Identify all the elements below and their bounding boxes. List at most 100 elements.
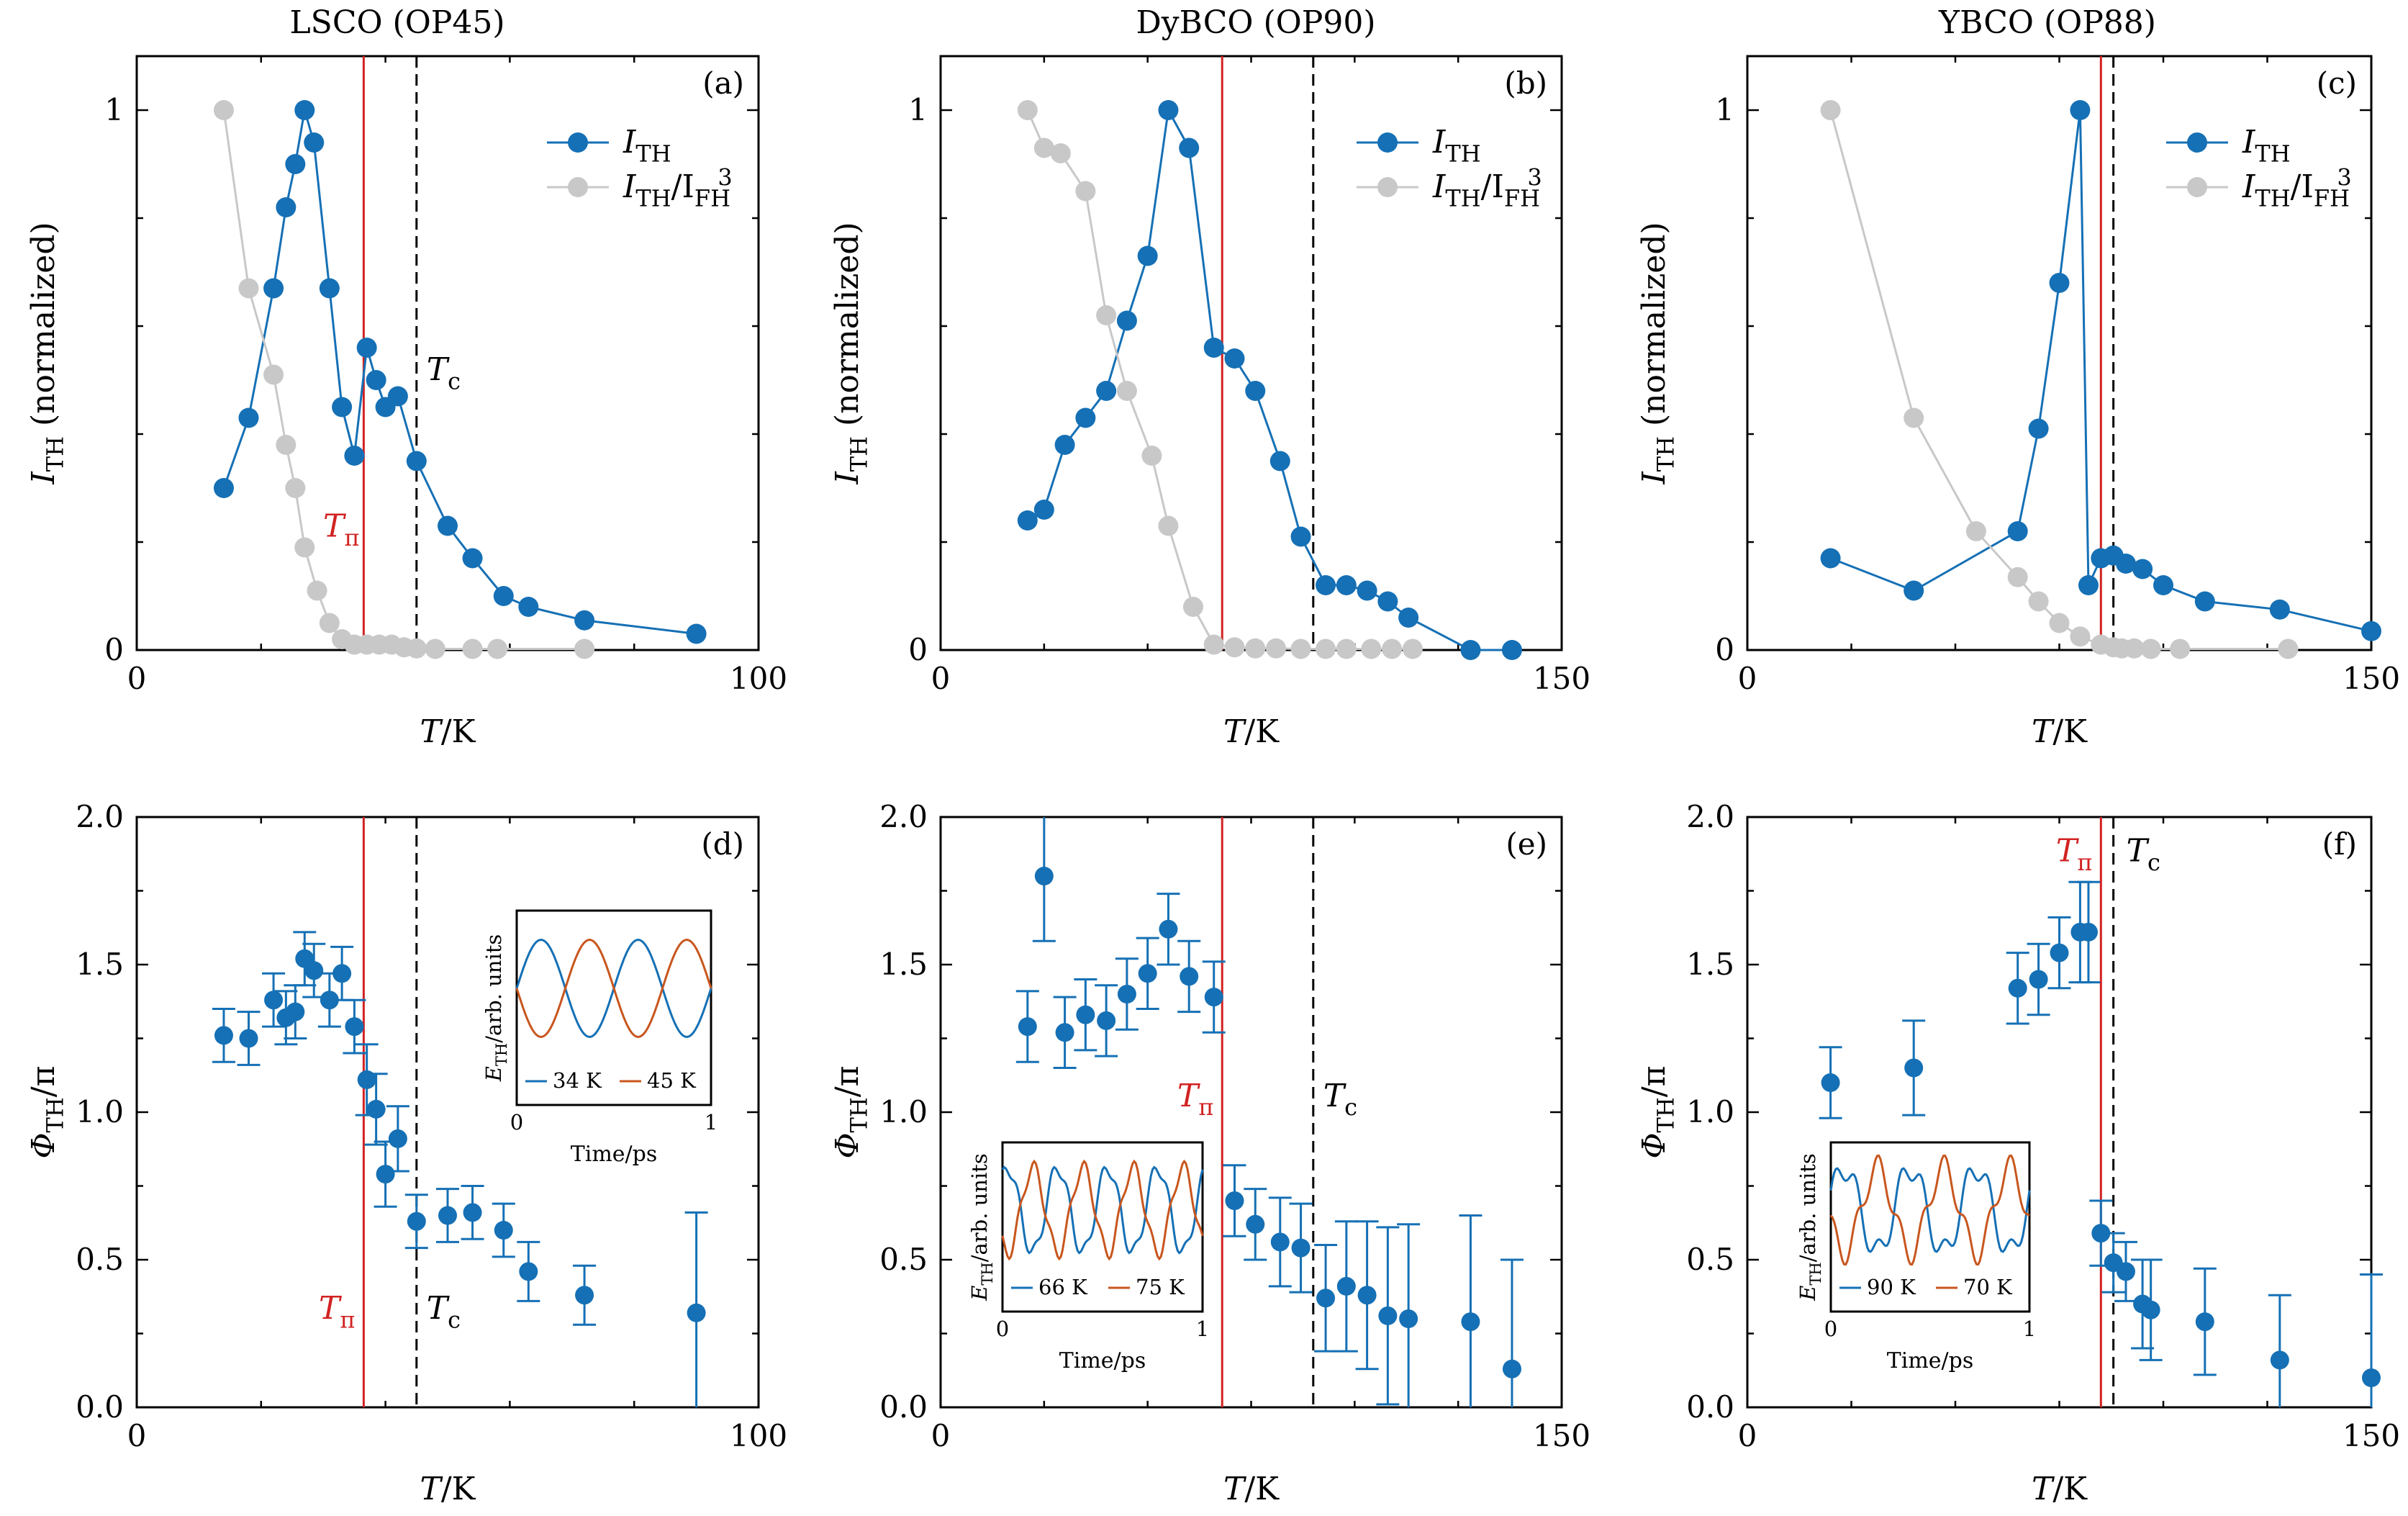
y-tick-label: 0.0 [1686,1389,1734,1425]
data-point [438,515,458,536]
inset-x-tick-label: 1 [705,1110,718,1134]
column-title-lsco: LSCO (OP45) [289,4,504,41]
data-point [1904,1058,1924,1078]
y-tick-label: 0.5 [1686,1242,1734,1277]
data-point [214,1026,233,1045]
x-tick-label: 150 [2343,661,2400,696]
data-point [438,1206,457,1225]
data-point [1820,100,1841,120]
panel-label: (c) [2317,66,2357,101]
legend: ITH​ITH/IFH3​ [547,124,733,212]
data-point [1382,639,1403,659]
data-point [575,1286,594,1305]
data-point [1316,639,1336,659]
y-tick-label: 0 [104,632,124,667]
panel-a: 0 100 0 1 T/K ITH (normalized) (a) Tπ​ Tc​ ITH​IT… [25,55,787,750]
data-point [1055,1023,1074,1042]
data-point [294,100,315,120]
tc-label: Tc​ [2127,833,2160,876]
data-point [687,1303,706,1322]
data-point [406,638,427,659]
series-primary [1820,100,2381,641]
data-point [462,639,483,659]
data-point [1224,637,1245,658]
series-primary [1819,880,2383,1407]
data-point [1269,451,1290,472]
panel-c: 0 150 0 1 T/K ITH (normalized) (c) ITH​ITH/IFH3… [1636,55,2400,750]
inset-legend-label: 34 K [553,1068,602,1093]
x-axis-label: T/K [1223,713,1280,750]
y-tick-label: 1.5 [1686,947,1734,982]
data-point [1096,305,1117,325]
data-point [2170,639,2191,659]
data-point [263,278,284,299]
x-tick-label: 0 [127,661,147,696]
data-point [574,639,595,659]
y-tick-label: 0.5 [76,1242,124,1277]
data-point [213,100,234,120]
data-point [1158,515,1179,536]
data-point [276,197,297,217]
y-tick-label: 1 [908,92,928,127]
data-point [1076,1005,1095,1024]
y-tick-label: 1.0 [76,1094,124,1129]
data-point [2141,1300,2160,1319]
data-point [1904,580,1924,601]
data-point [285,478,306,498]
data-point [345,1017,364,1037]
y-tick-label: 0.0 [76,1389,124,1425]
inset-x-label: Time/ps [1059,1348,1146,1373]
inset-wave [1829,1167,2031,1253]
series-line [1829,109,2289,650]
column-title-dybco: DyBCO (OP90) [1136,4,1375,41]
inset-x-tick-label: 1 [1196,1317,1209,1341]
series-primary [1015,817,1524,1407]
tc-label: Tc​ [1323,1078,1357,1121]
data-point [2124,638,2145,659]
inset-x-tick-label: 0 [510,1110,523,1134]
data-point [1245,638,1266,659]
data-point [238,278,259,299]
y-tick-label: 2.0 [879,799,928,834]
data-point [1246,1214,1265,1234]
data-point [1033,137,1054,158]
legend-label: ITH​ [1432,124,1481,167]
plot-frame [1746,816,2373,1409]
data-point [1137,245,1158,266]
data-point [494,1221,513,1240]
inset: 66 K 75 K 0 1 Time/ps ETH/arb. units [967,1141,1209,1373]
tc-label: Tc​ [427,351,461,394]
data-point [387,386,408,407]
panel-label: (f) [2322,826,2357,862]
x-axis-label: T/K [2032,713,2088,750]
legend: ITH​ITH/IFH3​ [2166,124,2352,212]
data-point [1399,1309,1418,1328]
data-point [2078,575,2099,595]
inset-x-label: Time/ps [1887,1348,1974,1373]
data-point [294,537,315,558]
legend-label: ITH​ [2242,124,2291,167]
tpi-label: Tπ​ [2056,833,2092,876]
panel-label: (b) [1504,66,1547,101]
data-point [1461,1312,1480,1332]
data-point [686,623,707,644]
y-tick-label: 0 [908,632,928,667]
data-point [1965,521,1986,541]
panel-label: (d) [701,826,744,862]
panel-b: 0 150 0 1 T/K ITH (normalized) (b) ITH​ITH/IFH3… [829,55,1590,750]
data-point [1402,639,1423,659]
data-point [388,1129,407,1148]
x-tick-label: 0 [931,661,951,696]
y-axis-label: ITH (normalized) [1636,222,1679,484]
x-tick-label: 0 [1738,1418,1757,1453]
data-point [1291,1238,1311,1258]
data-point [2091,1224,2111,1243]
inset-legend-label: 75 K [1136,1275,1185,1299]
x-tick-label: 150 [1533,1418,1590,1453]
y-tick-label: 1.5 [879,947,928,982]
data-point [1203,338,1224,358]
inset-frame [515,909,712,1106]
data-point [1204,988,1223,1007]
inset-x-tick-label: 0 [996,1317,1009,1341]
